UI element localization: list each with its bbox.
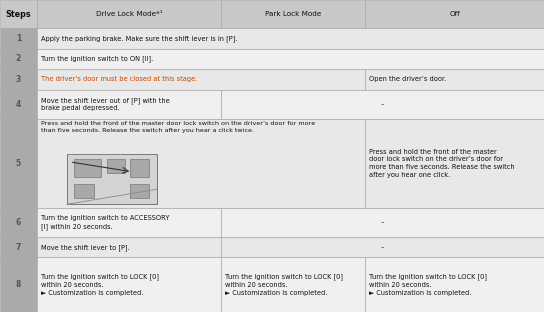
Text: 7: 7 [16, 243, 21, 252]
Text: The driver’s door must be closed at this stage.: The driver’s door must be closed at this… [41, 76, 197, 82]
Bar [0, 28, 37, 49]
Text: 3: 3 [16, 75, 21, 84]
Bar [107, 159, 125, 173]
Bar [37, 237, 221, 257]
Bar [37, 257, 221, 312]
Text: Off: Off [449, 11, 460, 17]
Text: Turn the ignition switch to ACCESSORY
[I] within 20 seconds.: Turn the ignition switch to ACCESSORY [I… [41, 215, 169, 230]
Text: 5: 5 [16, 159, 21, 168]
Bar [74, 184, 94, 198]
Bar [0, 208, 37, 237]
Text: Move the shift lever to [P].: Move the shift lever to [P]. [41, 244, 129, 251]
Bar [221, 257, 365, 312]
Bar [37, 49, 544, 69]
Text: Move the shift lever out of [P] with the
brake pedal depressed.: Move the shift lever out of [P] with the… [41, 97, 170, 111]
Bar [221, 0, 365, 28]
Text: Drive Lock Mode*¹: Drive Lock Mode*¹ [96, 11, 162, 17]
Bar [0, 257, 37, 312]
Text: Steps: Steps [5, 10, 32, 18]
Bar [0, 69, 37, 90]
Text: 1: 1 [16, 34, 21, 43]
Bar [365, 0, 544, 28]
Bar [37, 0, 221, 28]
Bar [0, 119, 37, 208]
Bar [221, 237, 544, 257]
Bar [37, 69, 365, 90]
Text: Press and hold the front of the master
door lock switch on the driver’s door for: Press and hold the front of the master d… [369, 149, 515, 178]
Text: –: – [381, 244, 384, 250]
Bar [67, 154, 157, 204]
Text: Turn the ignition switch to LOCK [0]
within 20 seconds.
► Customization is compl: Turn the ignition switch to LOCK [0] wit… [225, 274, 343, 296]
Bar [221, 208, 544, 237]
Bar [0, 237, 37, 257]
Bar [221, 90, 544, 119]
Text: Apply the parking brake. Make sure the shift lever is in [P].: Apply the parking brake. Make sure the s… [41, 35, 237, 42]
Text: Press and hold the front of the master door lock switch on the driver’s door for: Press and hold the front of the master d… [41, 121, 315, 133]
Text: Open the driver’s door.: Open the driver’s door. [369, 76, 446, 82]
Text: 8: 8 [16, 280, 21, 289]
Bar [129, 159, 150, 177]
Text: Turn the ignition switch to LOCK [0]
within 20 seconds.
► Customization is compl: Turn the ignition switch to LOCK [0] wit… [369, 274, 487, 296]
Bar [0, 90, 37, 119]
Text: –: – [381, 219, 384, 226]
Text: 2: 2 [16, 54, 21, 63]
Bar [37, 90, 221, 119]
Bar [365, 119, 544, 208]
Text: Park Lock Mode: Park Lock Mode [265, 11, 321, 17]
Bar [37, 28, 544, 49]
Text: Turn the ignition switch to ON [II].: Turn the ignition switch to ON [II]. [41, 56, 153, 62]
Text: –: – [381, 101, 384, 107]
Text: Turn the ignition switch to LOCK [0]
within 20 seconds.
► Customization is compl: Turn the ignition switch to LOCK [0] wit… [41, 274, 159, 296]
Bar [0, 49, 37, 69]
Text: 4: 4 [16, 100, 21, 109]
Bar [365, 257, 544, 312]
Text: 6: 6 [16, 218, 21, 227]
Bar [37, 119, 365, 208]
Bar [0, 0, 37, 28]
Bar [365, 69, 544, 90]
Bar [129, 184, 150, 198]
Bar [37, 208, 221, 237]
Bar [74, 159, 101, 177]
